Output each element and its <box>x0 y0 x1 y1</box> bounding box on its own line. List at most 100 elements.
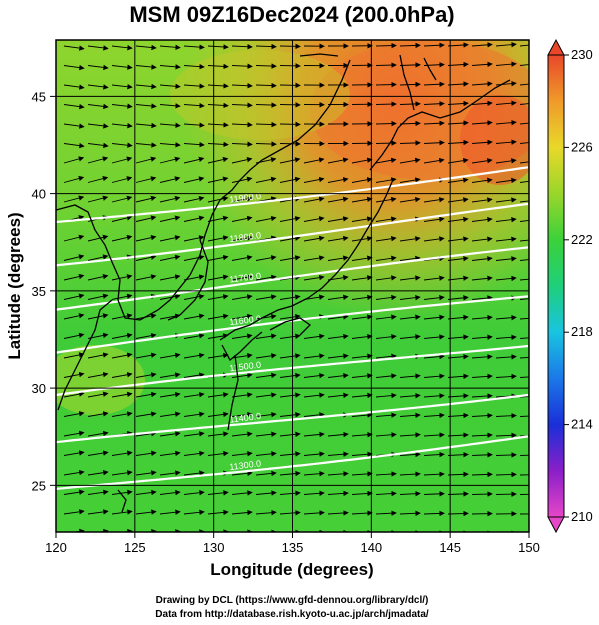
wind-arrow <box>471 314 493 321</box>
wind-arrow <box>399 412 421 418</box>
wind-arrow <box>255 215 277 222</box>
wind-arrow <box>87 84 109 90</box>
wind-arrow <box>327 196 349 203</box>
wind-arrow <box>183 156 205 164</box>
wind-arrow <box>423 314 445 321</box>
wind-arrow <box>63 84 85 90</box>
wind-arrow <box>159 450 181 457</box>
wind-arrow <box>87 293 109 300</box>
wind-arrow <box>183 44 205 50</box>
wind-arrow <box>111 293 133 300</box>
wind-arrow <box>447 314 469 321</box>
wind-arrow <box>351 275 373 281</box>
wind-arrow <box>159 83 181 90</box>
wind-arrow <box>87 64 109 71</box>
wind-arrow <box>63 430 85 437</box>
wind-arrow <box>159 391 181 398</box>
contour-label: 11800.0 <box>229 230 262 244</box>
wind-arrow <box>111 195 133 203</box>
x-tick-label: 120 <box>45 540 67 555</box>
wind-arrow <box>399 157 421 164</box>
wind-arrow <box>447 412 469 419</box>
wind-arrow <box>159 431 181 437</box>
wind-vectors <box>63 41 529 532</box>
wind-arrow <box>471 120 493 126</box>
wind-arrow <box>255 431 277 437</box>
wind-arrow <box>351 412 373 418</box>
wind-arrow <box>423 412 445 419</box>
wind-arrow <box>159 156 181 164</box>
y-axis-label: Latitude (degrees) <box>5 212 24 359</box>
wind-arrow <box>471 334 493 340</box>
wind-arrow <box>399 451 421 458</box>
wind-arrow <box>159 470 181 476</box>
wind-arrow <box>327 451 349 457</box>
wind-arrow <box>303 451 325 457</box>
wind-arrow <box>471 393 493 399</box>
wind-arrow <box>327 510 349 516</box>
wind-arrow <box>207 333 229 339</box>
wind-arrow <box>111 372 133 378</box>
wind-arrow <box>183 102 205 109</box>
wind-arrow <box>399 275 421 281</box>
wind-arrow <box>159 44 181 51</box>
wind-arrow <box>111 470 133 476</box>
wind-arrow <box>375 510 397 516</box>
credit-data: Data from http://database.rish.kyoto-u.a… <box>155 609 429 620</box>
wind-arrow <box>519 317 529 320</box>
wind-arrow <box>495 119 517 126</box>
wind-arrow <box>255 255 277 261</box>
wind-arrow <box>135 215 157 222</box>
wind-arrow <box>63 103 85 110</box>
wind-arrow <box>447 353 469 360</box>
wind-arrow <box>279 176 301 183</box>
wind-arrow <box>471 275 493 282</box>
wind-arrow <box>183 392 205 398</box>
contour-label: 11400.0 <box>229 411 262 425</box>
wind-arrow <box>375 42 397 49</box>
wind-arrow <box>351 490 373 497</box>
y-tick-label: 30 <box>32 381 46 396</box>
wind-arrow <box>87 371 109 378</box>
wind-arrow <box>519 278 529 281</box>
wind-arrow <box>183 450 205 457</box>
wind-arrow <box>231 313 253 320</box>
wind-arrow <box>183 313 205 320</box>
wind-arrow <box>327 490 349 497</box>
wind-arrow <box>303 157 325 164</box>
colorbar-tick-label: 226 <box>571 139 593 154</box>
wind-arrow <box>87 103 109 110</box>
wind-arrow <box>447 81 469 87</box>
wind-arrow <box>375 196 397 203</box>
wind-arrow <box>135 156 157 164</box>
wind-arrow <box>87 156 109 164</box>
wind-arrow <box>399 62 421 68</box>
wind-arrow <box>519 435 529 437</box>
wind-arrow <box>351 177 373 183</box>
wind-arrow <box>279 294 301 300</box>
wind-arrow <box>375 373 397 379</box>
wind-arrow <box>255 451 277 457</box>
wind-arrow <box>207 63 229 70</box>
wind-arrow <box>375 294 397 301</box>
wind-arrow <box>519 44 529 47</box>
wind-arrow <box>111 103 133 109</box>
wind-arrow <box>447 373 469 379</box>
wind-arrow <box>255 274 277 281</box>
wind-arrow <box>447 452 469 458</box>
wind-arrow <box>231 411 253 418</box>
wind-arrow <box>447 139 469 146</box>
x-axis-ticks: 120 125 130 135 140 145 150 <box>45 532 540 555</box>
wind-arrow <box>63 234 85 242</box>
x-tick-label: 145 <box>439 540 461 555</box>
wind-arrow <box>111 215 133 222</box>
wind-arrow <box>375 334 397 340</box>
wind-arrow <box>327 255 349 261</box>
colorbar-tick-label: 210 <box>571 509 593 524</box>
wind-arrow <box>159 215 181 222</box>
colorbar-tick-label: 230 <box>571 47 593 62</box>
wind-arrow <box>279 510 301 516</box>
wind-arrow <box>183 83 205 89</box>
wind-arrow <box>63 175 85 183</box>
wind-arrow <box>423 353 445 360</box>
